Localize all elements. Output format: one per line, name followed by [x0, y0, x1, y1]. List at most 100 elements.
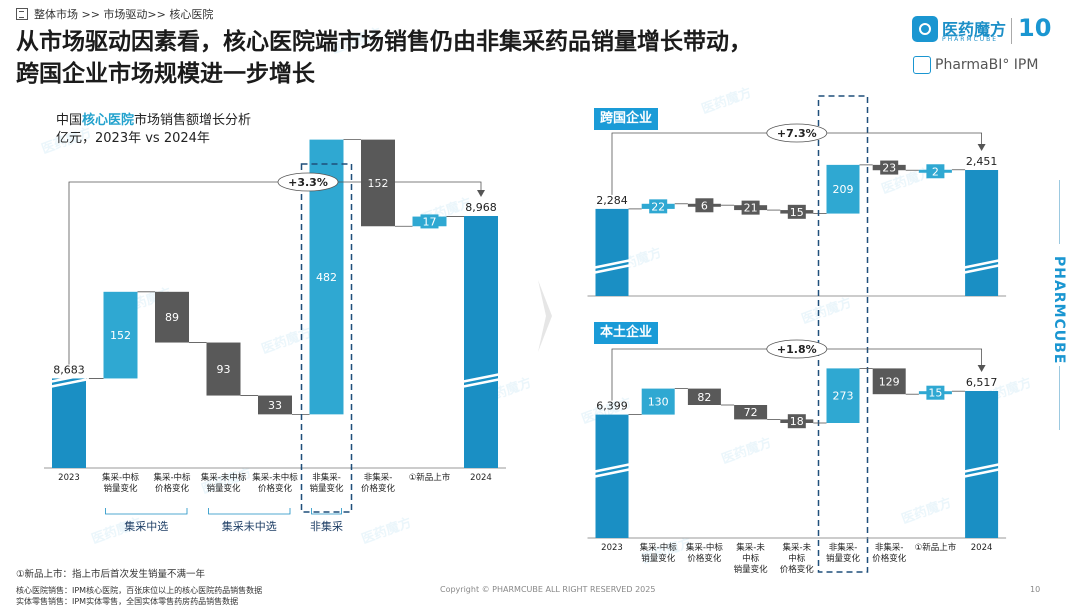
- group-label: 非集采: [310, 519, 343, 533]
- waterfall-bar: [826, 368, 860, 423]
- data-label: 209: [833, 183, 854, 196]
- anniversary-badge: 10: [1018, 14, 1052, 42]
- waterfall-bar: [464, 216, 498, 468]
- axis-break-icon: [592, 258, 632, 275]
- category-label: 2023: [601, 543, 623, 553]
- arrow-head-icon: [977, 144, 986, 151]
- axis-break-icon: [460, 372, 502, 389]
- data-label: 15: [790, 206, 804, 219]
- main-waterfall-chart: 8,683 152 89 93 33 482 152 17 8,968 +3.3% 2023 集采-中…: [44, 139, 506, 533]
- category-label: 非集采-价格变化: [872, 542, 907, 564]
- page-title-line2: 跨国企业市场规模进一步增长: [16, 61, 315, 87]
- growth-ellipse: [277, 172, 339, 192]
- highlight-box: [300, 163, 353, 513]
- category-label: 集采-未中标价格变化: [252, 472, 298, 494]
- group-bracket: [208, 508, 291, 515]
- title-suffix: 市场销售额增长分析: [134, 113, 252, 128]
- category-label: ①新品上市: [409, 472, 451, 483]
- waterfall-bar: [155, 291, 189, 343]
- growth-ellipse: [766, 123, 828, 143]
- local-waterfall-chart: 6,399 130 82 72 18 273 129 15 6,517 +1.8% 2023 集采-中…: [587, 339, 1007, 575]
- data-label: 152: [368, 177, 389, 190]
- highlight-box: [817, 95, 869, 573]
- waterfall-bar: [361, 139, 395, 227]
- data-label: 129: [879, 375, 900, 388]
- main-chart-title: 中国核心医院市场销售额增长分析: [56, 112, 251, 130]
- waterfall-bar: [872, 368, 906, 395]
- group-label: 集采中选: [124, 519, 168, 533]
- axis-break-icon: [961, 258, 1002, 275]
- pharmabi-icon: [913, 56, 931, 74]
- category-label: ①新品上市: [915, 542, 957, 553]
- small-bar-label-box: [420, 214, 439, 229]
- small-bar-label-box: [926, 164, 945, 179]
- data-label: 8,968: [465, 201, 497, 214]
- data-label: 72: [744, 406, 758, 419]
- data-label: 82: [697, 391, 711, 404]
- growth-label: +3.3%: [288, 176, 328, 189]
- category-label: 非集采-销量变化: [826, 542, 861, 564]
- waterfall-bar: [687, 388, 721, 405]
- small-bar-label-box: [695, 198, 714, 213]
- transition-arrow-icon: [538, 280, 552, 352]
- category-label: 2024: [470, 473, 492, 483]
- title-prefix: 中国: [56, 113, 83, 128]
- small-bar-label-box: [787, 414, 806, 429]
- logo-text: 医药魔方: [942, 20, 1007, 39]
- document-icon: [16, 8, 28, 20]
- page-title: 从市场驱动因素看，核心医院端市场销售仍由非集采药品销量增长带动， 跨国企业市场规…: [16, 26, 896, 90]
- category-label: 集采-中标销量变化: [102, 472, 140, 494]
- axis-break-icon: [48, 372, 90, 389]
- arrow-head-icon: [477, 190, 485, 197]
- main-chart-heading: 中国核心医院市场销售额增长分析 亿元，2023年 vs 2024年: [56, 112, 251, 148]
- waterfall-bar: [595, 208, 629, 296]
- page-title-line1: 从市场驱动因素看，核心医院端市场销售仍由非集采药品销量增长带动，: [16, 29, 752, 55]
- category-label: 集采-未中标销量变化: [734, 542, 769, 575]
- growth-label: +1.8%: [777, 343, 817, 356]
- data-label: 89: [165, 311, 179, 324]
- small-bar-label-box: [880, 160, 899, 175]
- data-label: 33: [268, 399, 282, 412]
- data-label: 6,399: [596, 400, 628, 413]
- growth-ellipse: [766, 339, 828, 359]
- side-line-top: [1059, 180, 1060, 244]
- logo-divider: [1011, 18, 1012, 44]
- breadcrumb-path[interactable]: 整体市场 >> 市场驱动>> 核心医院: [34, 8, 214, 21]
- data-label: 93: [217, 363, 231, 376]
- data-label: 2,451: [966, 155, 998, 168]
- data-label: 18: [790, 415, 804, 428]
- page-number: 10: [1030, 585, 1041, 594]
- category-label: 非集采-价格变化: [361, 472, 396, 494]
- pharmcube-logo-icon: [912, 16, 938, 42]
- footnote-1: ①新品上市：指上市后首次发生销量不满一年: [16, 569, 206, 580]
- data-label: 21: [744, 202, 758, 215]
- category-label: 集采-中标价格变化: [153, 472, 191, 494]
- data-label: 152: [110, 329, 131, 342]
- category-label: 集采-未中标销量变化: [201, 472, 247, 494]
- small-bar-label-box: [787, 204, 806, 219]
- data-label: 130: [648, 396, 669, 409]
- mnc-waterfall-chart: 2,284 22 6 21 15 209 23 2 2,451 +7.3%: [587, 95, 1007, 573]
- waterfall-bar: [826, 164, 860, 214]
- arrow-head-icon: [977, 365, 986, 372]
- waterfall-bar: [103, 291, 138, 379]
- breadcrumb: 整体市场 >> 市场驱动>> 核心医院: [16, 6, 213, 22]
- data-label: 273: [833, 390, 854, 403]
- data-label: 8,683: [53, 363, 85, 376]
- data-label: 2,284: [596, 194, 628, 207]
- data-label: 2: [932, 165, 939, 178]
- data-label: 17: [423, 215, 437, 228]
- small-bar-label-box: [741, 200, 760, 215]
- category-label: 非集采-销量变化: [309, 472, 344, 494]
- small-bar-label-box: [649, 199, 668, 214]
- group-label: 集采未中选: [222, 519, 277, 533]
- category-label: 集采-中标价格变化: [686, 542, 724, 564]
- small-bar-label-box: [926, 385, 945, 400]
- data-label: 15: [928, 387, 942, 400]
- logo-subtext: PHARMCUBE: [942, 36, 999, 43]
- side-brand-text: PHARMCUBE: [1051, 256, 1067, 365]
- main-chart-subtitle: 亿元，2023年 vs 2024年: [56, 131, 210, 146]
- data-label: 22: [651, 200, 665, 213]
- data-label: 23: [882, 162, 896, 175]
